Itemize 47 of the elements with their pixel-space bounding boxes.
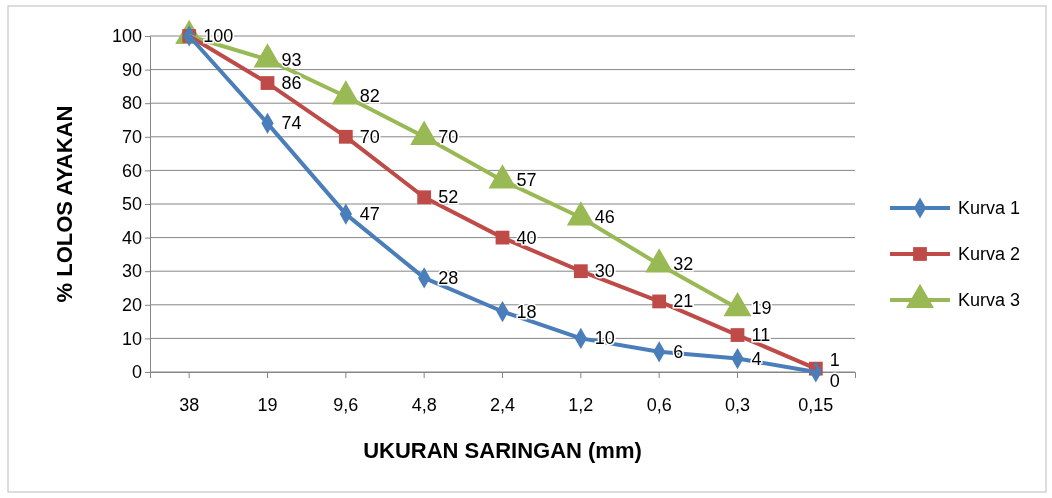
data-label: 74	[281, 113, 302, 134]
y-tick-label: 20	[121, 295, 142, 316]
data-label: 70	[438, 126, 459, 147]
data-label: 18	[516, 301, 537, 322]
data-label: 21	[673, 291, 694, 312]
y-tick-label: 80	[121, 93, 142, 114]
data-label: 11	[751, 325, 771, 346]
y-tick-label: 90	[121, 59, 142, 80]
legend-label: Kurva 3	[958, 290, 1021, 310]
data-label: 19	[751, 298, 772, 319]
data-label: 46	[594, 207, 615, 228]
y-tick-label: 10	[121, 328, 142, 349]
x-tick-label: 9,6	[333, 394, 359, 415]
y-axis-title: % LOLOS AYAKAN	[52, 105, 77, 303]
x-tick-label: 19	[257, 394, 278, 415]
x-tick-label: 4,8	[411, 394, 437, 415]
data-label: 0	[829, 371, 840, 391]
data-label: 30	[594, 261, 615, 282]
x-tick-label: 2,4	[489, 394, 516, 415]
data-label: 1	[829, 349, 840, 370]
y-tick-label: 0	[131, 362, 142, 383]
legend-label: Kurva 1	[958, 198, 1021, 218]
data-label: 70	[359, 126, 380, 147]
y-tick-label: 70	[121, 127, 142, 148]
data-label: 100	[203, 26, 234, 46]
data-label: 28	[438, 267, 459, 288]
data-label: 6	[673, 341, 684, 362]
x-tick-label: 0,3	[724, 394, 751, 415]
y-tick-label: 60	[121, 160, 142, 181]
data-label: 86	[281, 73, 302, 94]
x-tick-label: 1,2	[568, 394, 594, 415]
data-label: 57	[516, 170, 537, 191]
y-tick-label: 50	[121, 194, 142, 215]
data-label: 52	[438, 187, 459, 208]
y-tick-label: 30	[121, 261, 142, 282]
x-axis-title: UKURAN SARINGAN (mm)	[363, 438, 642, 463]
data-label: 93	[281, 49, 302, 70]
legend-label: Kurva 2	[958, 244, 1021, 264]
x-tick-label: 38	[179, 394, 200, 415]
y-tick-label: 40	[121, 227, 142, 248]
data-label: 47	[359, 204, 380, 225]
y-tick-label: 100	[111, 26, 142, 47]
data-label: 82	[359, 86, 380, 107]
x-tick-label: 0,6	[646, 394, 672, 415]
data-label: 40	[516, 227, 537, 248]
x-tick-label: 0,15	[798, 394, 834, 415]
data-label: 32	[673, 254, 694, 275]
